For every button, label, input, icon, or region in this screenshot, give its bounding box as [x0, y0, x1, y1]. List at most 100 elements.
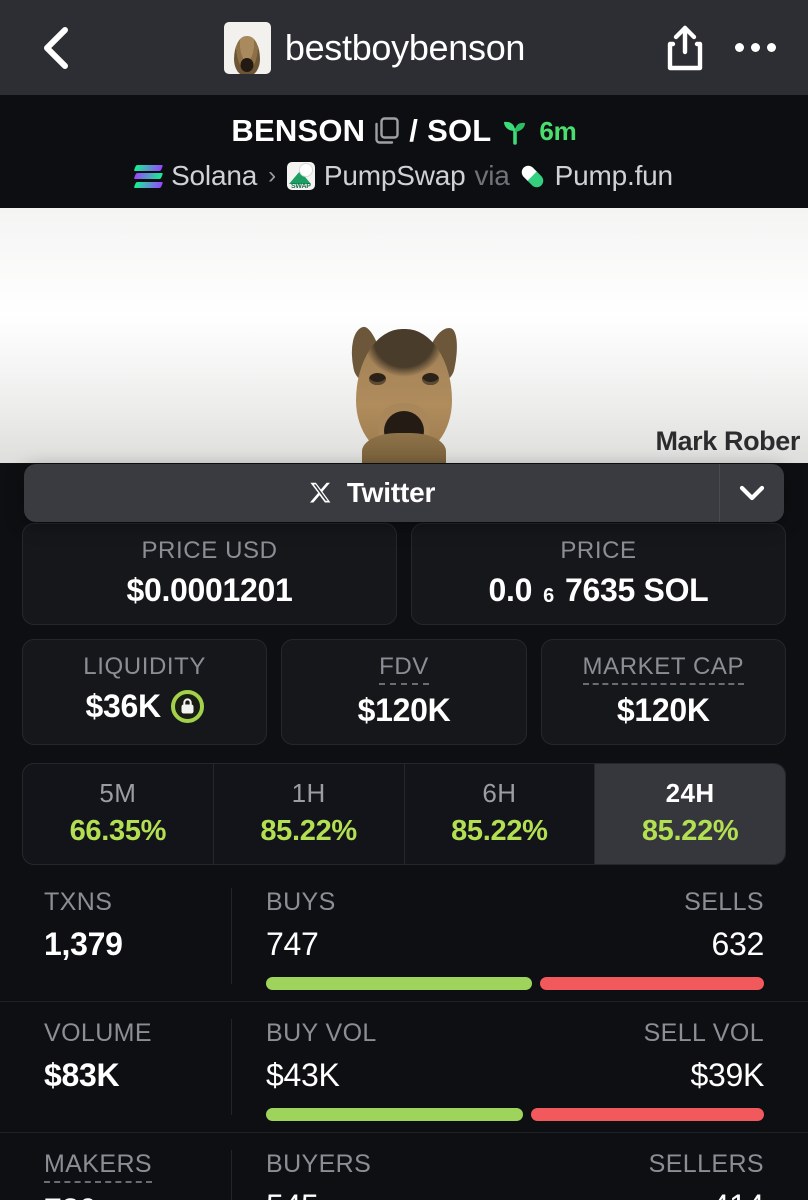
top-navigation-bar: bestboybenson [0, 0, 808, 95]
timeframe-label: 5M [99, 778, 137, 808]
top-bar-actions [665, 24, 780, 72]
timeframe-label: 24H [665, 778, 715, 808]
fdv-label: FDV [379, 653, 429, 685]
pair-age: 6m [539, 115, 577, 146]
stat-sell-label: SELLS [684, 888, 764, 916]
stat-total-label: TXNS [44, 888, 113, 916]
quote-symbol: SOL [427, 113, 492, 148]
token-banner-image: Mark Rober [0, 208, 808, 463]
timeframe-change: 85.22% [451, 815, 548, 847]
copy-address-button[interactable] [374, 116, 400, 146]
stat-buysell-cell: BUYERS SELLERS 545 414 [232, 1150, 808, 1200]
lock-icon [181, 698, 194, 714]
dog-photo [345, 307, 463, 463]
stat-total-cell: TXNS 1,379 [0, 888, 232, 984]
timeframe-change: 85.22% [641, 815, 739, 847]
stat-buysell-cell: BUY VOL SELL VOL $43K $39K [232, 1019, 808, 1127]
price-native-subscript: 6 [543, 585, 554, 607]
account-handle: bestboybenson [284, 26, 526, 68]
stat-buy-label: BUYERS [266, 1150, 372, 1178]
breadcrumb-chevron-icon: › [268, 162, 276, 189]
pumpswap-logo-icon: SWAP [286, 162, 315, 190]
price-native-label: PRICE [560, 537, 637, 564]
stat-total-cell: MAKERS 720 [0, 1150, 232, 1200]
trade-stats-table: TXNS 1,379 BUYS SELLS 747 632 VOLUME $83K BUY VO… [0, 871, 808, 1200]
stat-buy-label: BUYS [266, 888, 336, 916]
chain-breadcrumb: Solana › SWAP PumpSwap via Pump.fun [0, 160, 808, 192]
price-usd-value: $0.0001201 [126, 572, 293, 608]
share-button[interactable] [665, 24, 705, 72]
price-cards: PRICE USD $0.0001201 PRICE 0.0 6 7635 SOL … [0, 463, 808, 745]
market-cap-label: MARKET CAP [582, 653, 745, 685]
twitter-link-button[interactable]: Twitter [24, 464, 720, 522]
copy-icon [375, 117, 399, 144]
timeframe-tab-6h[interactable]: 6H 85.22% [405, 764, 596, 864]
stat-total-cell: VOLUME $83K [0, 1019, 232, 1115]
fdv-card: FDV $120K [281, 639, 527, 745]
sprout-icon [500, 116, 530, 146]
market-cap-card: MARKET CAP $120K [540, 639, 786, 745]
liquidity-card-row: LIQUIDITY $36K FDV $120K MARKET CAP [22, 639, 786, 745]
solana-logo-icon [133, 164, 164, 188]
stat-buy-value: 545 [266, 1188, 319, 1200]
buy-ratio-segment [266, 1108, 523, 1121]
stat-sell-value: 414 [712, 1188, 765, 1200]
social-dropdown-button[interactable] [720, 464, 784, 522]
timeframe-label: 1H [291, 778, 326, 808]
stat-total-value: 720 [44, 1192, 231, 1200]
stat-total-value: 1,379 [44, 926, 123, 962]
token-pair-row: BENSON / SOL 6m [0, 113, 808, 149]
stat-buysell-cell: BUYS SELLS 747 632 [232, 888, 808, 996]
more-options-button[interactable] [731, 33, 780, 62]
stat-row: VOLUME $83K BUY VOL SELL VOL $43K $39K [0, 1002, 808, 1133]
launchpad-name[interactable]: Pump.fun [554, 160, 673, 191]
stat-total-label: VOLUME [44, 1019, 152, 1047]
price-native-card: PRICE 0.0 6 7635 SOL [411, 523, 786, 625]
price-usd-card: PRICE USD $0.0001201 [22, 523, 397, 625]
stat-total-label: MAKERS [44, 1150, 152, 1183]
buy-sell-ratio-bar [266, 1108, 764, 1121]
sell-ratio-segment [530, 1108, 764, 1121]
liquidity-value-row: $36K [31, 688, 258, 725]
token-header: BENSON / SOL 6m Solana › SW [0, 95, 808, 208]
market-cap-value: $120K [616, 692, 710, 728]
stat-total-value: $83K [44, 1057, 120, 1093]
buy-sell-ratio-bar [266, 977, 764, 990]
chain-name[interactable]: Solana [171, 160, 258, 191]
back-button[interactable] [28, 20, 84, 76]
chevron-left-icon [44, 26, 68, 69]
fdv-value: $120K [357, 692, 451, 728]
price-usd-label: PRICE USD [141, 537, 278, 564]
timeframe-tab-1h[interactable]: 1H 85.22% [214, 764, 405, 864]
banner-watermark: Mark Rober [655, 426, 800, 456]
price-native-prefix: 0.0 [488, 572, 533, 608]
via-label: via [474, 160, 510, 191]
base-symbol: BENSON [231, 113, 366, 148]
price-card-row: PRICE USD $0.0001201 PRICE 0.0 6 7635 SOL [22, 523, 786, 625]
stat-sell-value: $39K [690, 1057, 764, 1093]
stat-row: MAKERS 720 BUYERS SELLERS 545 414 [0, 1133, 808, 1200]
timeframe-tab-5m[interactable]: 5M 66.35% [23, 764, 214, 864]
stat-sell-label: SELLERS [648, 1150, 764, 1178]
stat-row: TXNS 1,379 BUYS SELLS 747 632 [0, 871, 808, 1002]
twitter-label: Twitter [346, 477, 436, 508]
share-icon [667, 25, 703, 70]
stat-buy-value: $43K [266, 1057, 340, 1093]
price-native-suffix: 7635 SOL [564, 572, 709, 608]
dex-name[interactable]: PumpSwap [323, 160, 466, 191]
more-dots-icon [735, 43, 744, 52]
liquidity-value: $36K [85, 688, 162, 724]
profile-header[interactable]: bestboybenson [94, 21, 655, 74]
stat-buy-value: 747 [266, 926, 319, 962]
social-link-bar: Twitter [24, 464, 784, 522]
sell-ratio-segment [539, 977, 764, 990]
timeframe-tabs: 5M 66.35% 1H 85.22% 6H 85.22% 24H 85.22% [22, 763, 786, 865]
avatar [223, 21, 271, 74]
liquidity-locked-badge[interactable] [170, 690, 204, 723]
timeframe-label: 6H [482, 778, 517, 808]
timeframe-tab-24h[interactable]: 24H 85.22% [595, 764, 785, 864]
stat-sell-value: 632 [711, 926, 765, 962]
stat-sell-label: SELL VOL [643, 1019, 764, 1047]
pair-separator: / [409, 113, 419, 148]
